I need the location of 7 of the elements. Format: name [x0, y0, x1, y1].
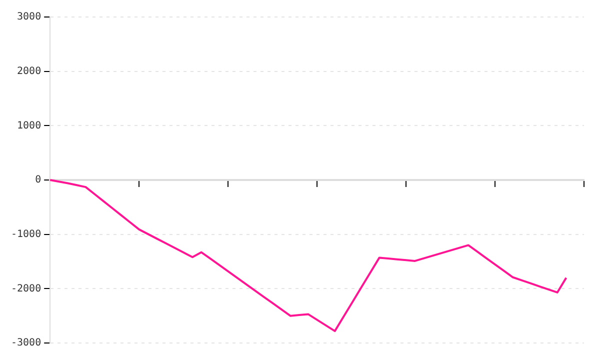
- y-tick-label: -3000: [10, 338, 42, 349]
- y-tick-label: -1000: [10, 228, 42, 240]
- y-tick-label: 2000: [17, 66, 42, 77]
- y-tick-label: 3000: [17, 12, 42, 23]
- y-tick-label: 1000: [17, 120, 42, 132]
- y-tick-label: 0: [35, 174, 42, 186]
- y-tick-label: -2000: [10, 283, 42, 294]
